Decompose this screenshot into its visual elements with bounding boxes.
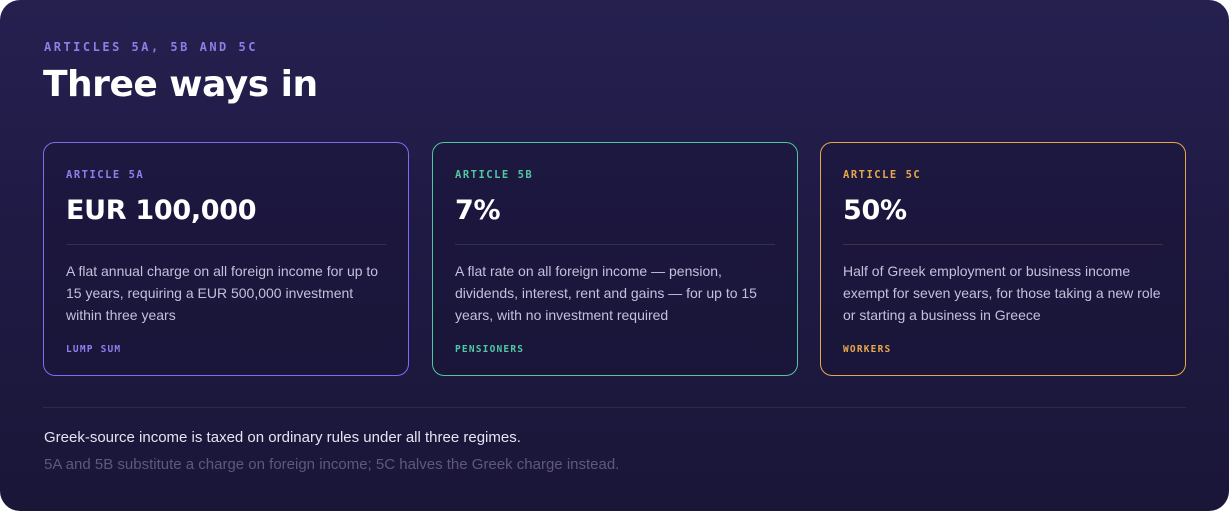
card-article-5a: ARTICLE 5A EUR 100,000 A flat annual cha… (43, 142, 409, 376)
card-divider (455, 244, 775, 245)
card-label: ARTICLE 5B (455, 169, 534, 181)
card-label: ARTICLE 5A (66, 169, 145, 181)
card-description: Half of Greek employment or business inc… (843, 263, 1161, 323)
card-label: ARTICLE 5C (843, 169, 922, 181)
card-value: 7% (455, 195, 501, 226)
card-divider (843, 244, 1163, 245)
card-article-5c: ARTICLE 5C 50% Half of Greek employment … (820, 142, 1186, 376)
card-divider (66, 244, 386, 245)
card-description: A flat annual charge on all foreign inco… (66, 263, 379, 323)
card-value: 50% (843, 195, 907, 226)
card-article-5b: ARTICLE 5B 7% A flat rate on all foreign… (432, 142, 798, 376)
section-eyebrow: ARTICLES 5A, 5B AND 5C (44, 40, 258, 54)
card-value: EUR 100,000 (66, 195, 257, 226)
footer-divider (43, 407, 1186, 408)
card-description: A flat rate on all foreign income — pens… (455, 263, 757, 323)
card-tag: PENSIONERS (455, 344, 525, 355)
card-tag: WORKERS (843, 344, 892, 355)
footer-subnote: 5A and 5B substitute a charge on foreign… (44, 456, 620, 473)
section-title: Three ways in (43, 64, 318, 105)
footer-note: Greek-source income is taxed on ordinary… (44, 429, 521, 446)
card-tag: LUMP SUM (66, 344, 122, 355)
